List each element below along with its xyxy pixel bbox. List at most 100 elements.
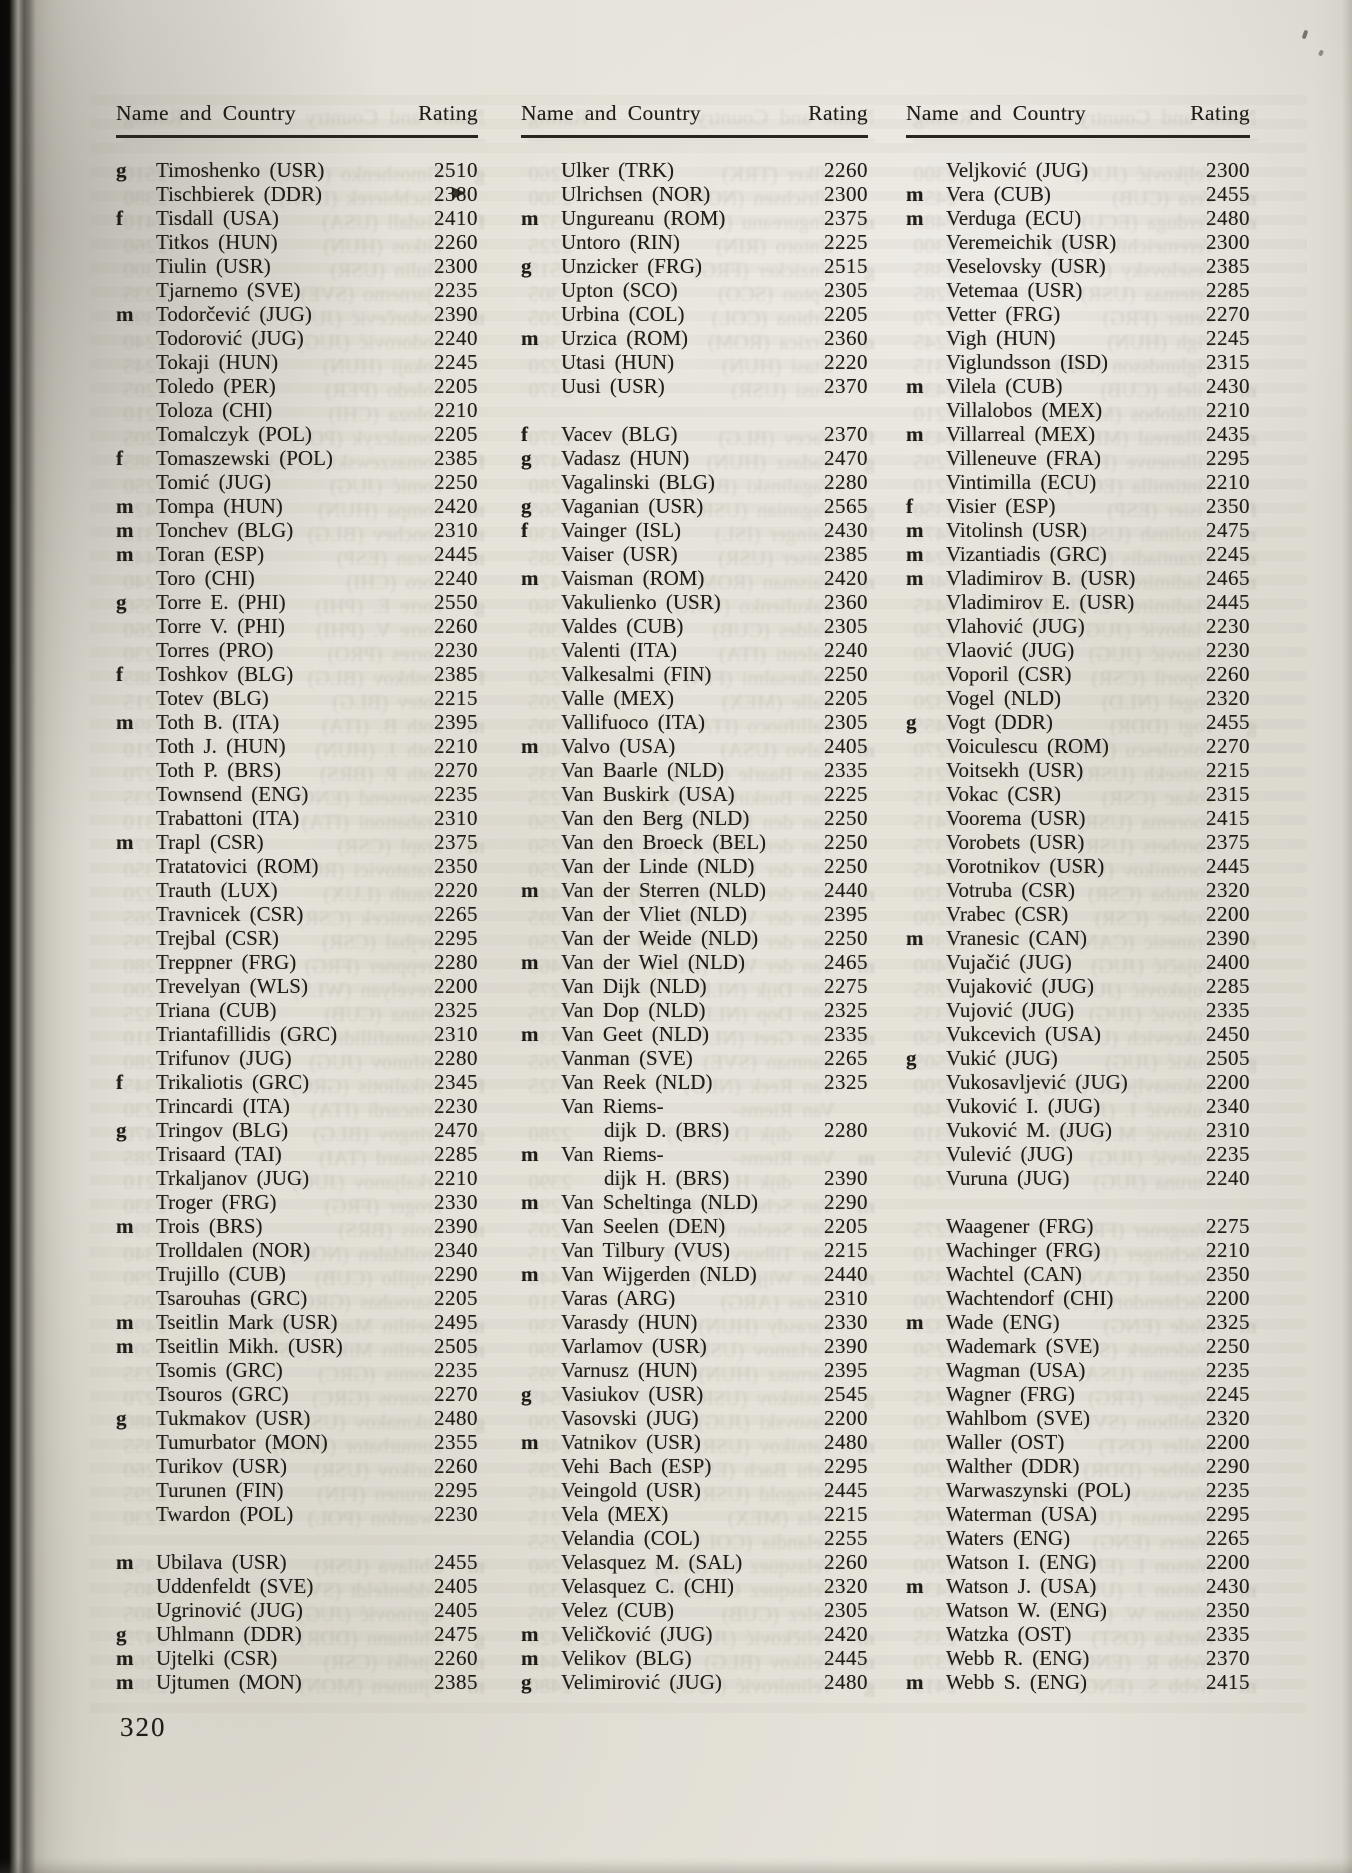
player-name-country: Van der Wiel (NLD)	[561, 950, 745, 974]
player-name-country: Voiculescu (ROM)	[946, 734, 1109, 758]
player-rating: 2335	[824, 1022, 868, 1046]
player-rating: 2480	[824, 1670, 868, 1694]
rating-entry: Vlahović (JUG) 2230	[906, 614, 1250, 638]
player-name-country: Toledo (PER)	[156, 374, 276, 398]
rating-entry: Wachinger (FRG) 2210	[906, 1238, 1250, 1262]
page-number: 320	[120, 1712, 167, 1742]
rating-entry: Votruba (CSR) 2320	[906, 878, 1250, 902]
player-rating: 2310	[434, 806, 478, 830]
player-rating: 2405	[824, 734, 868, 758]
rating-entry: m Ujtumen (MON) 2385	[116, 1670, 478, 1694]
player-rating: 2210	[434, 398, 478, 422]
rating-entry: m Tseitlin Mark (USR) 2495	[116, 1310, 478, 1334]
title-prefix: m	[116, 1214, 134, 1238]
player-name-country: Urbina (COL)	[561, 302, 685, 326]
player-rating: 2235	[1206, 1478, 1250, 1502]
title-prefix: m	[906, 1574, 924, 1598]
player-name-country: Webb R. (ENG)	[946, 1646, 1090, 1670]
title-prefix: m	[116, 830, 134, 854]
rating-entry: Townsend (ENG) 2235	[116, 782, 478, 806]
rating-entry: Torres (PRO) 2230	[116, 638, 478, 662]
player-rating: 2395	[824, 1358, 868, 1382]
title-prefix: m	[521, 1646, 539, 1670]
player-name-country: Wachtendorf (CHI)	[946, 1286, 1114, 1310]
rating-entry: Trauth (LUX) 2220	[116, 878, 478, 902]
rating-entry: Wagman (USA) 2235	[906, 1358, 1250, 1382]
player-rating: 2260	[434, 1646, 478, 1670]
rating-entry: Wachtendorf (CHI) 2200	[906, 1286, 1250, 1310]
player-rating: 2225	[824, 782, 868, 806]
player-name-country: Watzka (OST)	[946, 1622, 1072, 1646]
rating-entry: Trejbal (CSR) 2295	[116, 926, 478, 950]
rating-entry: m Villarreal (MEX) 2435	[906, 422, 1250, 446]
player-name-country: Vulević (JUG)	[946, 1142, 1073, 1166]
player-name-country: Trolldalen (NOR)	[156, 1238, 311, 1262]
rating-entry: Triantafillidis (GRC) 2310	[116, 1022, 478, 1046]
title-prefix: m	[906, 374, 924, 398]
player-name-country: Warwaszynski (POL)	[946, 1478, 1131, 1502]
player-rating: 2210	[1206, 398, 1250, 422]
rating-entry: Van Dop (NLD) 2325	[521, 998, 868, 1022]
player-name-country: Vogt (DDR)	[946, 710, 1053, 734]
player-rating: 2325	[824, 998, 868, 1022]
rating-entry: Waagener (FRG) 2275	[906, 1214, 1250, 1238]
title-prefix: m	[116, 302, 134, 326]
player-name-country: Treppner (FRG)	[156, 950, 297, 974]
player-name-country: Vatnikov (USR)	[561, 1430, 701, 1454]
player-rating: 2310	[434, 1022, 478, 1046]
title-prefix: m	[906, 206, 924, 230]
player-rating: 2480	[824, 1430, 868, 1454]
rating-entry: Turikov (USR) 2260	[116, 1454, 478, 1478]
player-rating: 2305	[824, 1598, 868, 1622]
player-name-country: Van der Vliet (NLD)	[561, 902, 747, 926]
player-rating: 2250	[824, 830, 868, 854]
player-name-country: Vorobets (USR)	[946, 830, 1085, 854]
player-name-country: Waller (OST)	[946, 1430, 1065, 1454]
rating-entry: Toloza (CHI) 2210	[116, 398, 478, 422]
player-rating: 2330	[434, 1190, 478, 1214]
player-rating: 2420	[434, 494, 478, 518]
player-rating: 2230	[434, 638, 478, 662]
title-prefix: g	[116, 1118, 127, 1142]
rating-entry: Velandia (COL) 2255	[521, 1526, 868, 1550]
player-name-country: Uusi (USR)	[561, 374, 665, 398]
rating-entry: Vrabec (CSR) 2200	[906, 902, 1250, 926]
player-rating: 2350	[434, 854, 478, 878]
player-name-country: Ulker (TRK)	[561, 158, 675, 182]
player-rating: 2200	[1206, 1286, 1250, 1310]
player-name-country: Trauth (LUX)	[156, 878, 278, 902]
title-prefix: g	[521, 254, 532, 278]
title-prefix: g	[116, 1622, 127, 1646]
rating-entry: Trincardi (ITA) 2230	[116, 1094, 478, 1118]
rating-entry: m Vranesic (CAN) 2390	[906, 926, 1250, 950]
rating-entry: Van Riems-	[521, 1094, 868, 1118]
player-rating: 2240	[824, 638, 868, 662]
player-rating: 2280	[434, 950, 478, 974]
print-artifact-arrow-icon	[452, 187, 466, 199]
player-name-country: Varnusz (HUN)	[561, 1358, 698, 1382]
rating-entry: Wademark (SVE) 2250	[906, 1334, 1250, 1358]
player-rating: 2295	[434, 926, 478, 950]
rating-entry: Untoro (RIN) 2225	[521, 230, 868, 254]
player-rating: 2230	[434, 1502, 478, 1526]
player-rating: 2335	[1206, 998, 1250, 1022]
player-name-country: Todorović (JUG)	[156, 326, 304, 350]
player-rating: 2250	[824, 854, 868, 878]
header-rating: Rating	[1190, 101, 1250, 125]
player-rating: 2260	[434, 614, 478, 638]
rating-entry: Vokac (CSR) 2315	[906, 782, 1250, 806]
player-rating: 2420	[824, 566, 868, 590]
player-name-country: Watson I. (ENG)	[946, 1550, 1097, 1574]
player-rating: 2265	[1206, 1526, 1250, 1550]
player-rating: 2450	[1206, 1022, 1250, 1046]
player-name-country: Van den Berg (NLD)	[561, 806, 750, 830]
player-name-country: Trisaard (TAI)	[156, 1142, 282, 1166]
player-rating: 2305	[824, 614, 868, 638]
player-name-country: Tomaszewski (POL)	[156, 446, 333, 470]
rating-entry: Vuković M. (JUG) 2310	[906, 1118, 1250, 1142]
rating-entry: g Tukmakov (USR) 2480	[116, 1406, 478, 1430]
player-rating: 2335	[824, 758, 868, 782]
player-rating: 2565	[824, 494, 868, 518]
player-rating: 2470	[824, 446, 868, 470]
